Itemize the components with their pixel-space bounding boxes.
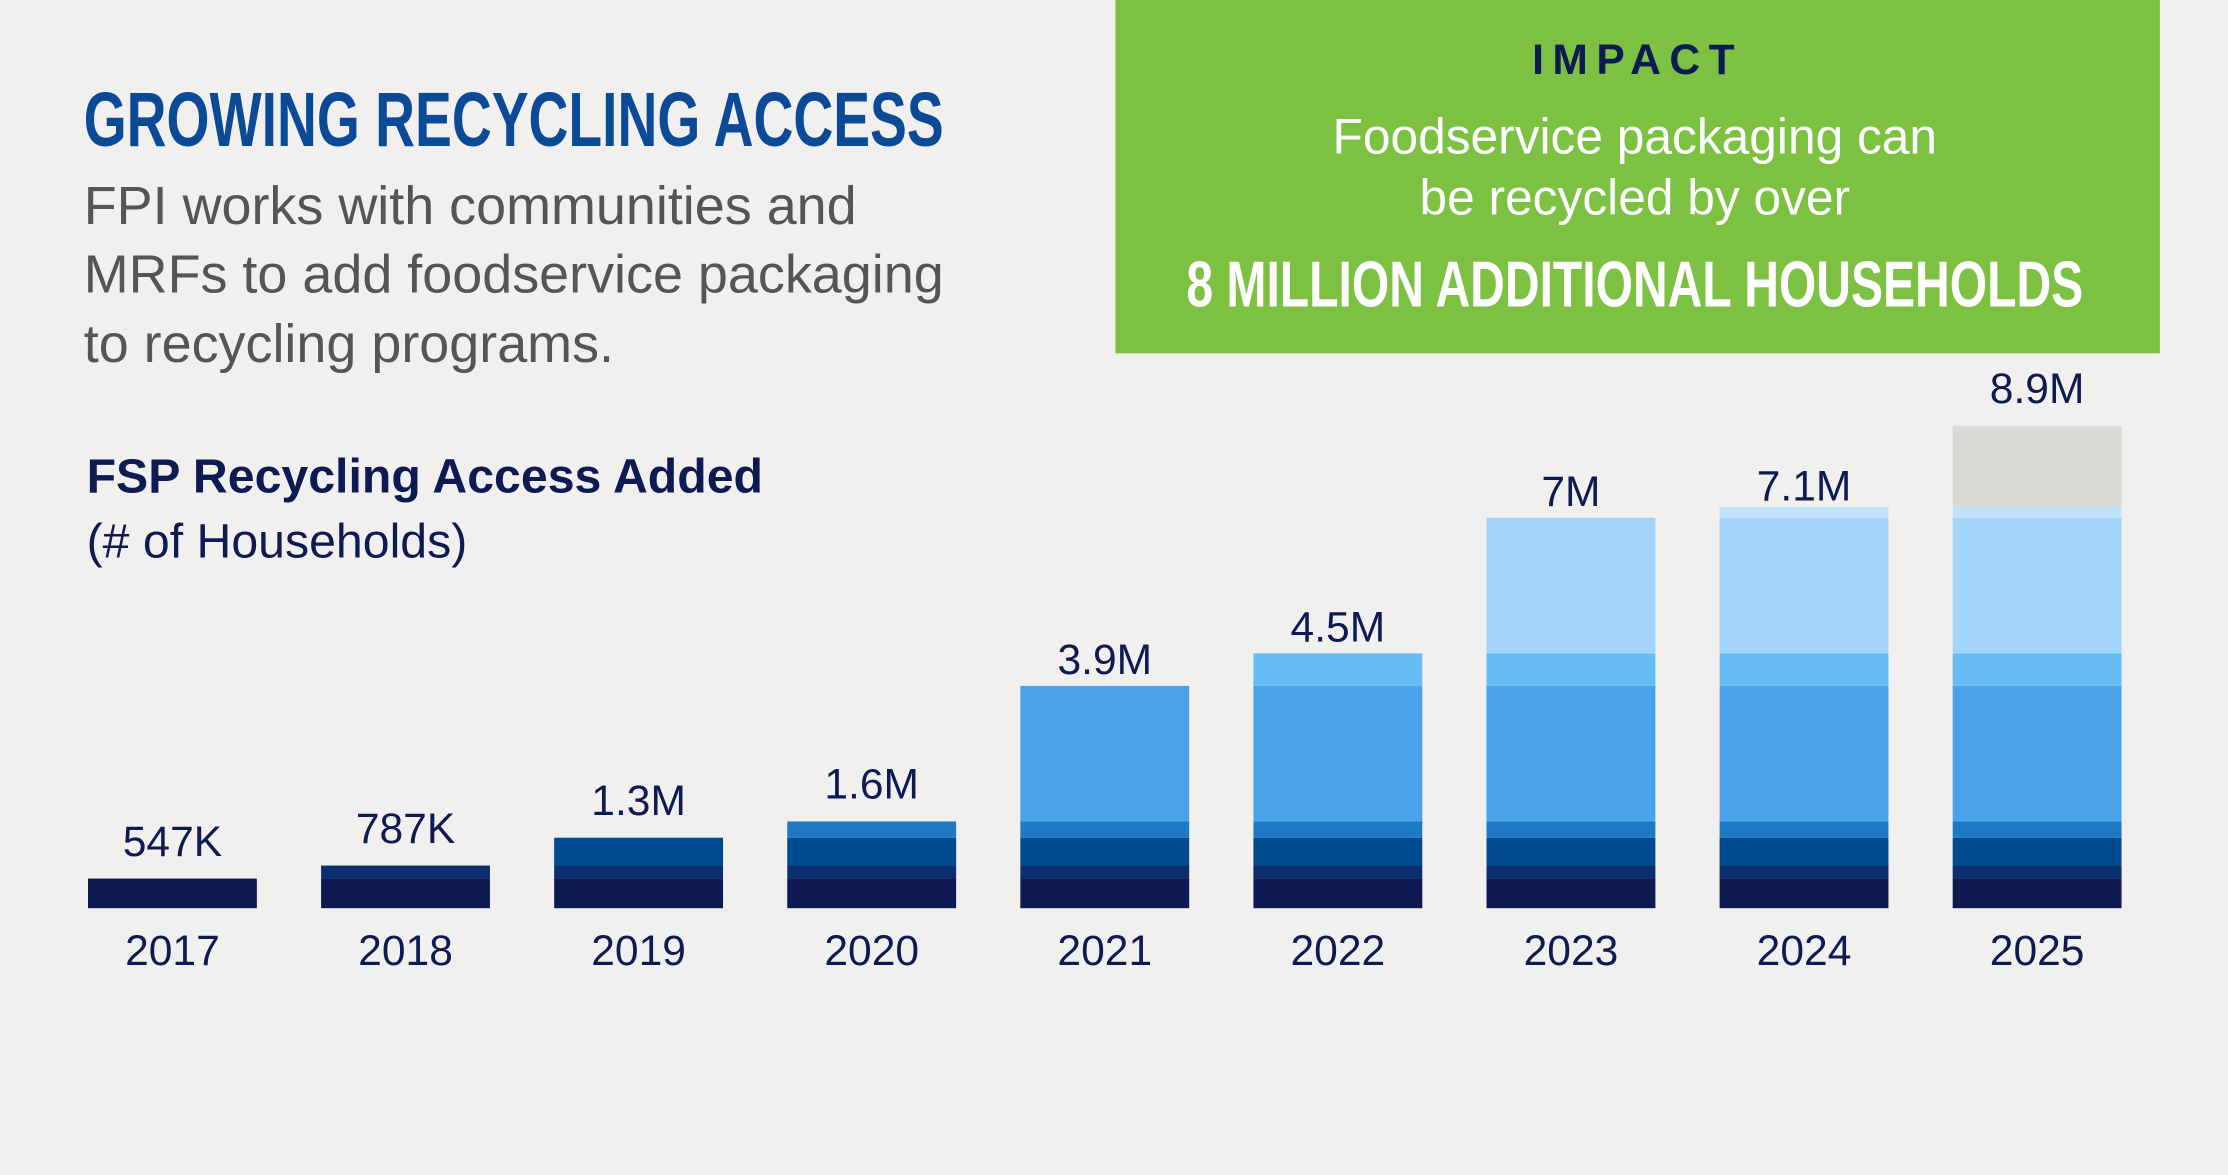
bar-segment	[88, 878, 257, 909]
bar-segment	[1253, 685, 1423, 822]
page-title: GROWING RECYCLING ACCESS	[84, 78, 944, 163]
bar-segment	[1952, 653, 2122, 686]
bar-segment	[1952, 506, 2122, 518]
bar-segment	[1952, 517, 2122, 654]
bar-segment	[1020, 837, 1190, 866]
bar-segment	[1952, 685, 2122, 822]
bar-segment	[1020, 685, 1190, 822]
bar-segment	[787, 878, 957, 909]
x-tick-label: 2022	[1291, 927, 1386, 975]
total-label: 7M	[1541, 468, 1600, 516]
chart-subtitle: (# of Households)	[87, 515, 468, 569]
subtitle-line: to recycling programs.	[84, 314, 614, 374]
bar-segment	[1719, 653, 1889, 686]
bar-segment	[554, 837, 724, 866]
bar-segment	[1020, 821, 1190, 838]
total-label: 1.6M	[824, 761, 919, 809]
x-tick-label: 2023	[1524, 927, 1619, 975]
bar-segment	[1952, 425, 2122, 507]
subtitle-line: MRFs to add foodservice packaging	[84, 244, 944, 304]
total-label: 4.5M	[1291, 603, 1386, 651]
bar-segment	[1486, 878, 1656, 909]
bar-segment	[1486, 653, 1656, 686]
x-tick-label: 2020	[824, 927, 919, 975]
bar-segment	[1253, 653, 1423, 686]
bar-segment	[1719, 517, 1889, 654]
bar-segment	[554, 865, 724, 879]
bar-segment	[1020, 865, 1190, 879]
total-label: 8.9M	[1990, 365, 2085, 413]
bar-segment	[1719, 685, 1889, 822]
total-label: 547K	[123, 818, 222, 866]
impact-text: be recycled by over	[1420, 169, 1851, 225]
x-tick-label: 2021	[1057, 927, 1152, 975]
bar-segment	[1719, 506, 1889, 518]
bar-segment	[1719, 878, 1889, 909]
x-tick-label: 2024	[1757, 927, 1852, 975]
bar-segment	[1952, 837, 2122, 866]
impact-highlight: 8 MILLION ADDITIONAL HOUSEHOLDS	[1186, 248, 2083, 321]
bar-segment	[1719, 865, 1889, 879]
total-label: 787K	[356, 805, 455, 853]
bar-segment	[1486, 865, 1656, 879]
bar-segment	[1719, 821, 1889, 838]
bar-segment	[1952, 878, 2122, 909]
bar-segment	[321, 865, 490, 879]
total-label: 7.1M	[1757, 463, 1852, 511]
bar-segment	[787, 865, 957, 879]
bar-segment	[1486, 685, 1656, 822]
bar-segment	[1486, 837, 1656, 866]
bar-segment	[1719, 837, 1889, 866]
bar-segment	[1020, 878, 1190, 909]
total-label: 3.9M	[1057, 636, 1152, 684]
bar-segment	[787, 837, 957, 866]
x-tick-label: 2017	[125, 927, 220, 975]
chart-title: FSP Recycling Access Added	[87, 449, 763, 503]
x-tick-label: 2019	[591, 927, 686, 975]
bar-segment	[1952, 821, 2122, 838]
bar-segment	[1486, 821, 1656, 838]
x-tick-label: 2025	[1990, 927, 2085, 975]
x-tick-label: 2018	[358, 927, 453, 975]
bar-segment	[1253, 821, 1423, 838]
subtitle-line: FPI works with communities and	[84, 176, 857, 236]
bar-segment	[1253, 865, 1423, 879]
impact-box	[1115, 0, 2160, 354]
bar-segment	[1253, 878, 1423, 909]
bar-segment	[787, 821, 957, 838]
impact-text: Foodservice packaging can	[1333, 108, 1938, 164]
bar-segment	[1486, 517, 1656, 654]
total-label: 1.3M	[591, 777, 686, 825]
bar-segment	[554, 878, 724, 909]
bar-segment	[321, 878, 490, 909]
bar-segment	[1952, 865, 2122, 879]
bar-segment	[1253, 837, 1423, 866]
impact-label: IMPACT	[1532, 36, 1743, 84]
